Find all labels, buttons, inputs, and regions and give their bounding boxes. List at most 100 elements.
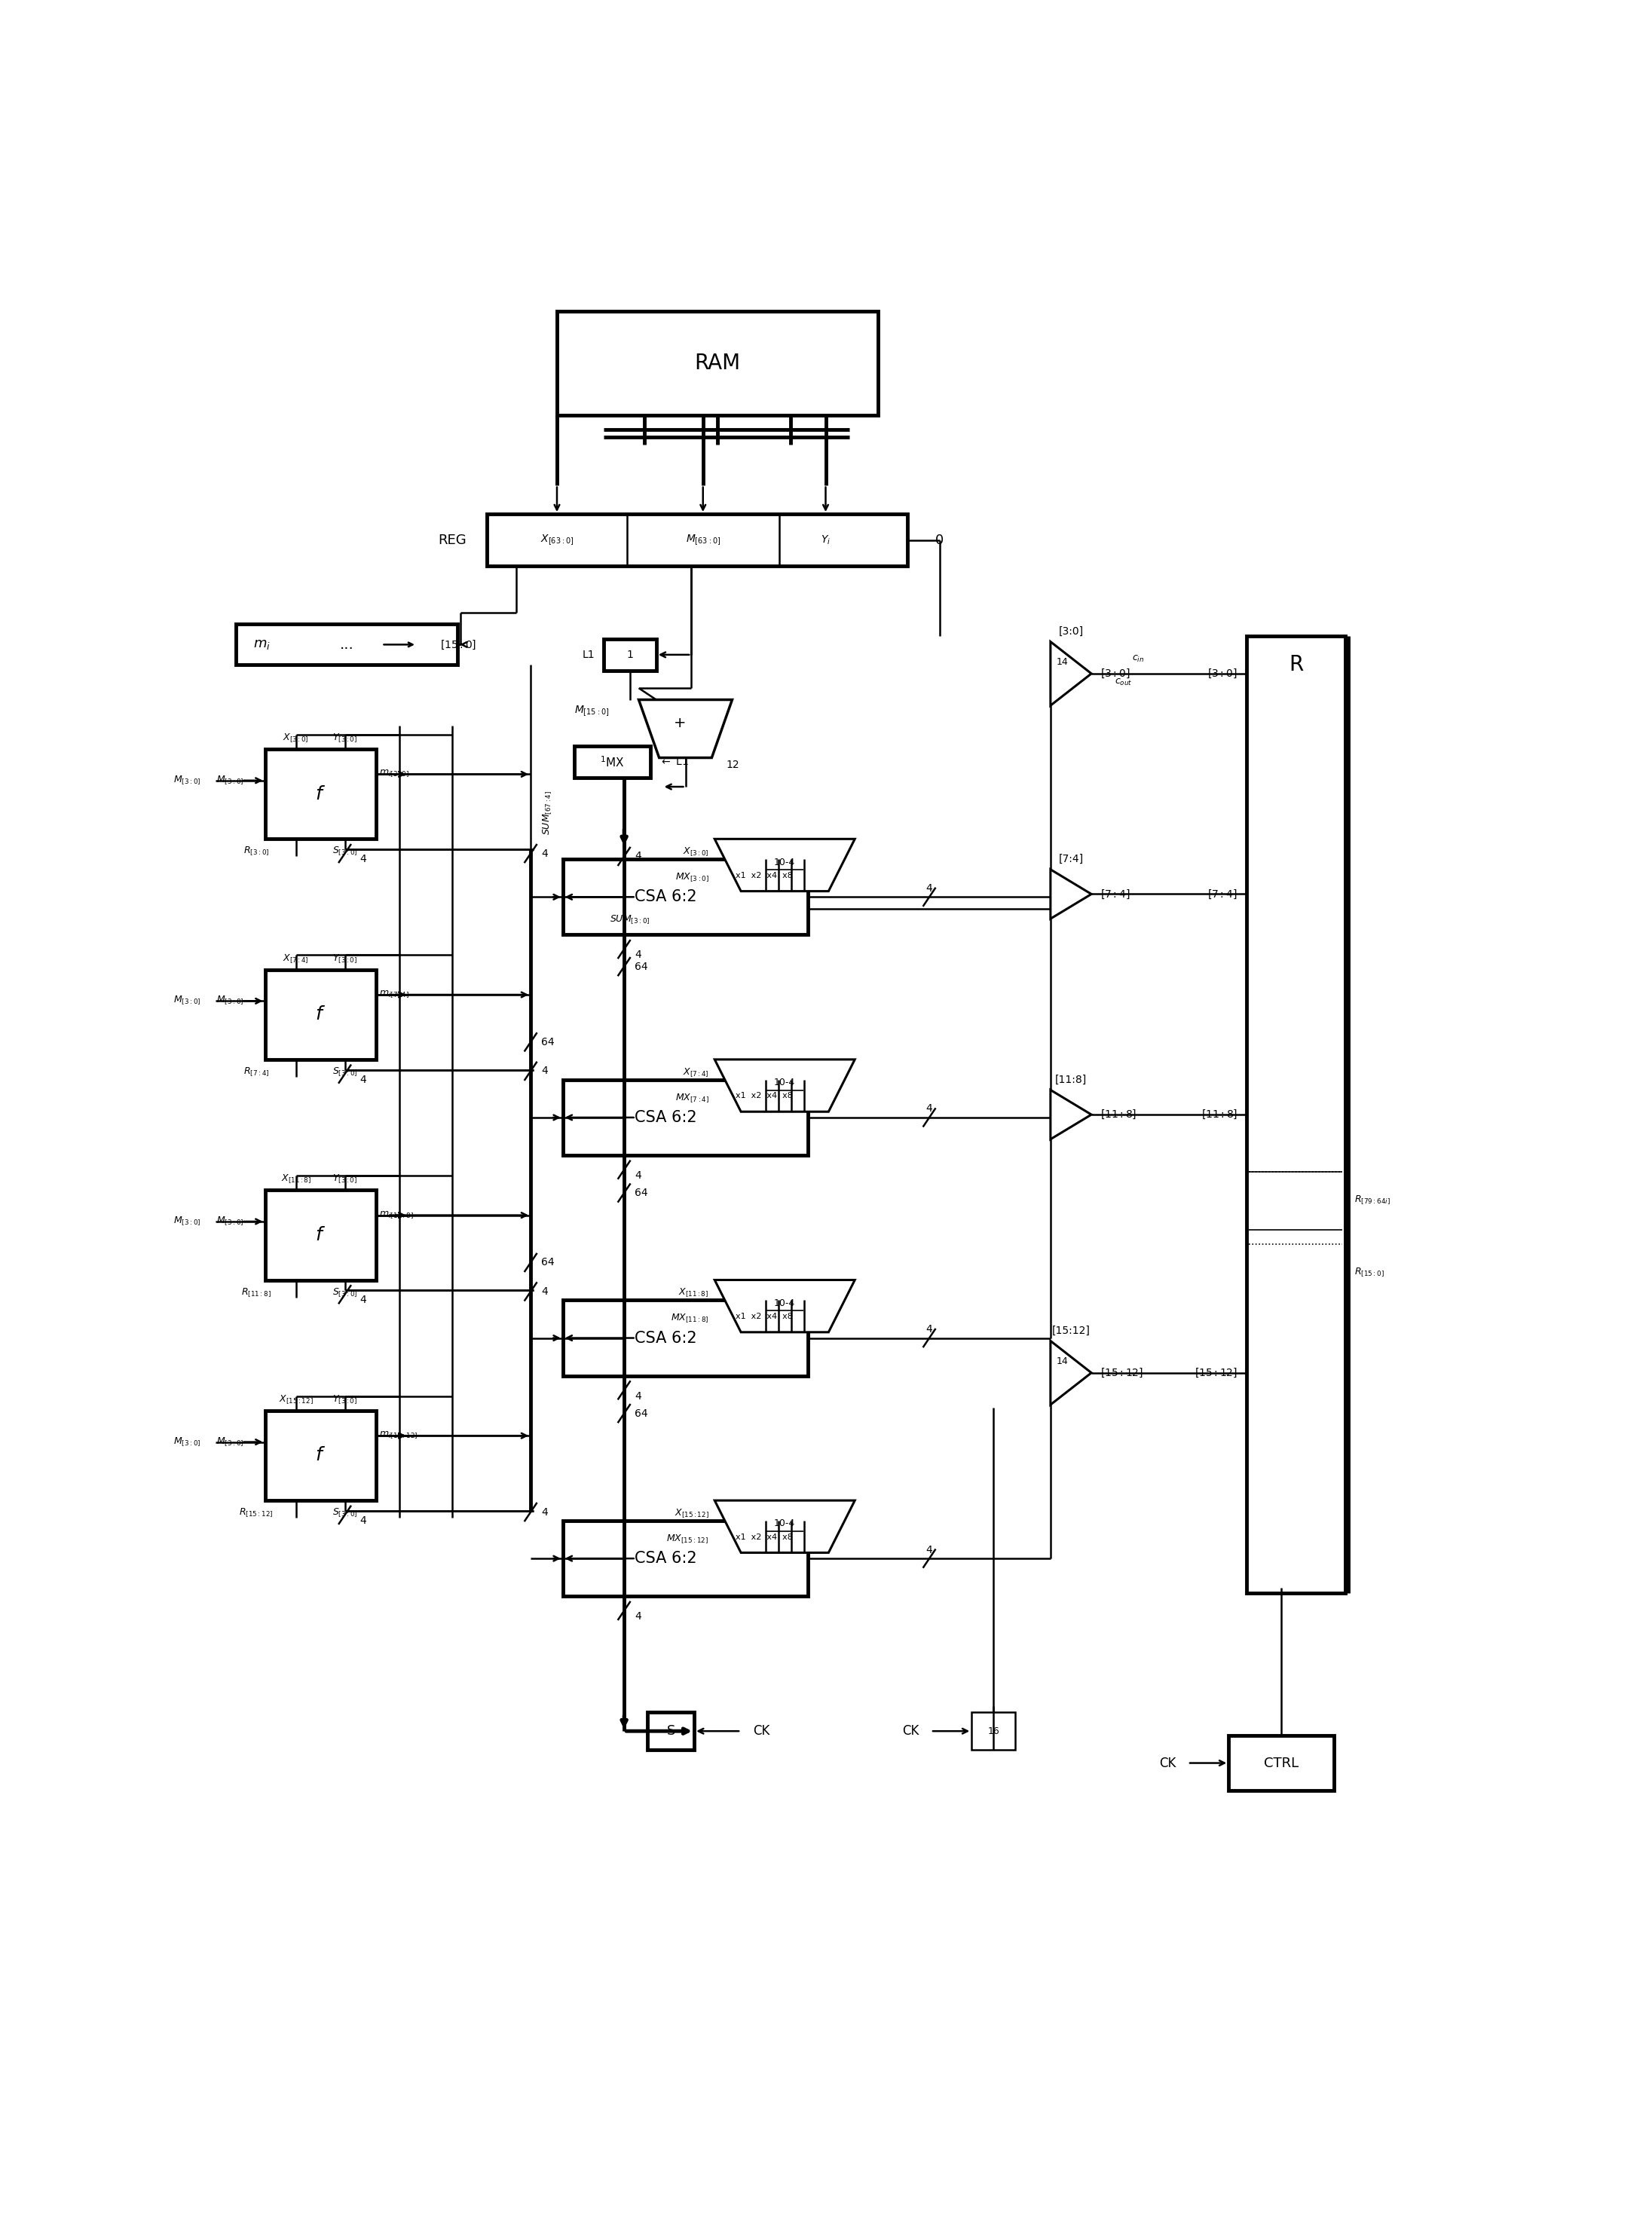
Text: $[15:12]$: $[15:12]$ [1100,1366,1143,1379]
Text: +: + [674,715,686,731]
Text: $[3:0]$: $[3:0]$ [1208,666,1237,680]
Text: $Y_i$: $Y_i$ [821,534,831,547]
Bar [563,1080,808,1156]
Text: $m_{i[7:4]}$: $m_{i[7:4]}$ [378,990,410,1001]
Text: 4: 4 [542,1286,548,1297]
Polygon shape [639,700,732,757]
Bar [1246,635,1345,1594]
Text: $X_{[15:12]}$: $X_{[15:12]}$ [674,1508,709,1519]
Text: $MX_{[7:4]}$: $MX_{[7:4]}$ [676,1092,709,1105]
Text: CSA 6:2: CSA 6:2 [634,1109,697,1125]
Text: 4: 4 [360,1295,367,1306]
Text: CK: CK [902,1725,919,1738]
Text: 4: 4 [927,1545,933,1554]
Text: $R_{[7:4]}$: $R_{[7:4]}$ [243,1067,269,1078]
Text: $[3:0]$: $[3:0]$ [1100,666,1130,680]
Text: [15:12]: [15:12] [1052,1326,1090,1335]
Bar [264,970,377,1061]
Bar [264,1189,377,1280]
Bar [563,1521,808,1596]
Bar [264,748,377,839]
Text: $m_{i[3:0]}$: $m_{i[3:0]}$ [378,768,410,779]
Text: $X_{[11:8]}$: $X_{[11:8]}$ [281,1173,311,1187]
Bar [563,859,808,934]
Text: $M_{[3:0]}$: $M_{[3:0]}$ [216,1215,243,1227]
Bar [575,746,651,777]
Text: 64: 64 [542,1036,555,1047]
Text: 4: 4 [360,855,367,863]
Bar [236,624,458,664]
Text: [3:0]: [3:0] [1059,627,1084,635]
Text: $[15:12]$: $[15:12]$ [1194,1366,1237,1379]
Text: $\leftarrow$ L1: $\leftarrow$ L1 [659,757,689,768]
Text: $MX_{[15:12]}$: $MX_{[15:12]}$ [666,1534,709,1545]
Text: $Y_{[3:0]}$: $Y_{[3:0]}$ [332,1173,357,1187]
Polygon shape [1051,642,1092,706]
Text: 16: 16 [988,1727,999,1736]
Text: $M_{[3:0]}$: $M_{[3:0]}$ [216,1437,243,1448]
Text: 64: 64 [542,1258,555,1269]
Polygon shape [715,1280,854,1333]
Text: S: S [666,1725,676,1738]
Text: $X_{[7:4]}$: $X_{[7:4]}$ [282,952,309,965]
Text: 14: 14 [1056,658,1069,666]
Text: $f$: $f$ [316,1005,325,1023]
Text: x1  x2  x4  x8: x1 x2 x4 x8 [735,1092,793,1100]
Text: CSA 6:2: CSA 6:2 [634,1331,697,1346]
Text: $R_{[11:8]}$: $R_{[11:8]}$ [241,1286,271,1300]
Text: $X_{[3:0]}$: $X_{[3:0]}$ [682,846,709,859]
Text: $X_{[63:0]}$: $X_{[63:0]}$ [540,534,573,547]
Text: $[11:8]$: $[11:8]$ [1100,1109,1137,1120]
Polygon shape [1051,870,1092,919]
Text: x1  x2  x4  x8: x1 x2 x4 x8 [735,872,793,879]
Text: $S_{[3:0]}$: $S_{[3:0]}$ [332,1067,357,1078]
Text: 1: 1 [626,649,633,660]
Text: $f$: $f$ [316,786,325,804]
Text: [7:4]: [7:4] [1059,855,1084,863]
Text: $M_{[3:0]}$: $M_{[3:0]}$ [173,775,200,786]
Text: 10-4: 10-4 [775,1519,795,1528]
Text: x1  x2  x4  x8: x1 x2 x4 x8 [735,1534,793,1541]
Text: $X_{[7:4]}$: $X_{[7:4]}$ [682,1067,709,1078]
Text: $X_{[11:8]}$: $X_{[11:8]}$ [679,1286,709,1300]
Text: 4: 4 [927,1324,933,1335]
Text: 14: 14 [1056,1357,1069,1366]
Text: $M_{[15:0]}$: $M_{[15:0]}$ [575,704,610,717]
Text: $Y_{[3:0]}$: $Y_{[3:0]}$ [332,1395,357,1406]
Text: $R_{[15:12]}$: $R_{[15:12]}$ [240,1508,273,1519]
Polygon shape [715,1061,854,1111]
Text: 64: 64 [634,1408,648,1419]
Text: 10-4: 10-4 [775,857,795,868]
Bar [603,640,656,671]
Text: $SUM_{[67:4]}$: $SUM_{[67:4]}$ [542,790,555,835]
Text: $MX_{[11:8]}$: $MX_{[11:8]}$ [671,1313,709,1324]
Text: $Y_{[3:0]}$: $Y_{[3:0]}$ [332,733,357,744]
Text: 4: 4 [542,848,548,859]
Text: L1: L1 [583,649,595,660]
Text: $c_{in}$: $c_{in}$ [1132,653,1143,664]
Text: 10-4: 10-4 [775,1297,795,1308]
Text: 4: 4 [927,1103,933,1114]
Text: $S_{[3:0]}$: $S_{[3:0]}$ [332,1508,357,1519]
Text: $S_{[3:0]}$: $S_{[3:0]}$ [332,1286,357,1300]
Text: $M_{[3:0]}$: $M_{[3:0]}$ [173,994,200,1007]
Text: 4: 4 [634,1390,641,1401]
Text: 4: 4 [542,1508,548,1517]
Text: $[7:4]$: $[7:4]$ [1208,888,1237,901]
Text: $m_i$: $m_i$ [253,638,271,651]
Bar [264,1410,377,1501]
Polygon shape [715,1501,854,1552]
Text: $f$: $f$ [316,1446,325,1463]
Text: CSA 6:2: CSA 6:2 [634,1552,697,1565]
Text: $M_{[3:0]}$: $M_{[3:0]}$ [216,775,243,786]
Polygon shape [715,839,854,892]
Text: CK: CK [753,1725,770,1738]
Text: $R_{[3:0]}$: $R_{[3:0]}$ [243,846,269,857]
Text: $[11:8]$: $[11:8]$ [1201,1109,1237,1120]
Text: 4: 4 [634,850,641,861]
Text: 4: 4 [542,1065,548,1076]
Text: $S_{[3:0]}$: $S_{[3:0]}$ [332,846,357,857]
Text: 0: 0 [935,534,943,547]
Polygon shape [1051,1342,1092,1404]
Bar [648,1711,694,1749]
